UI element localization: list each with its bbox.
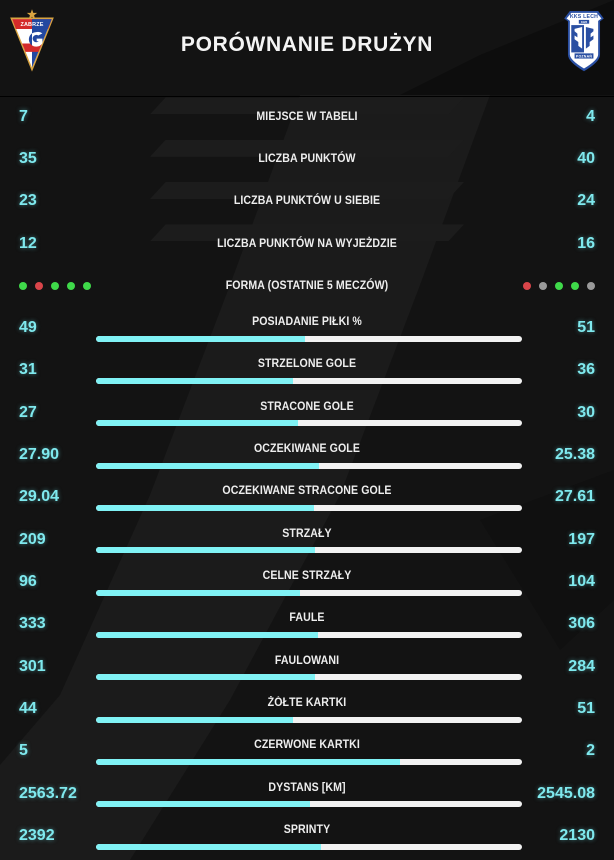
svg-text:POZNAŃ: POZNAŃ xyxy=(576,53,592,58)
svg-text:1922: 1922 xyxy=(581,20,588,24)
svg-text:ZABRZE: ZABRZE xyxy=(20,22,43,28)
svg-text:KKS LECH: KKS LECH xyxy=(570,14,598,20)
